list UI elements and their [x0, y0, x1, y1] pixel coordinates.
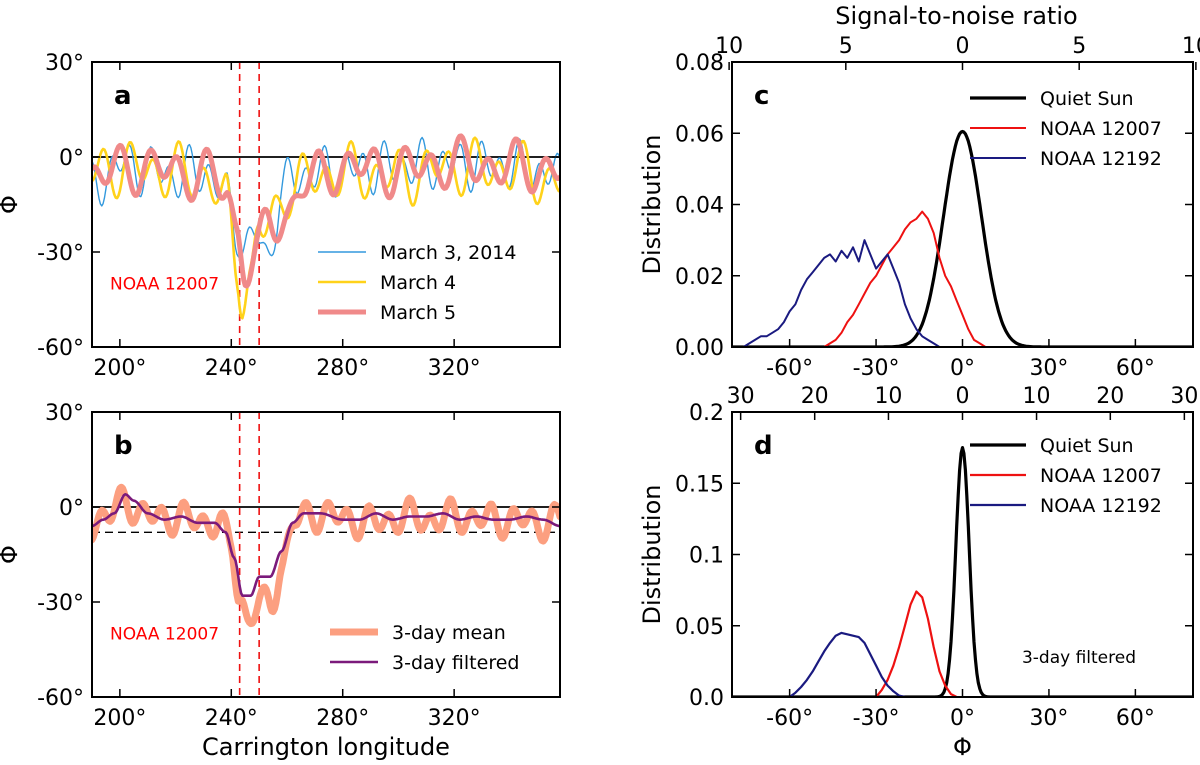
- y-axis-label-b: Φ: [0, 545, 23, 564]
- top-axis-label-c: Signal-to-noise ratio: [835, 2, 1077, 30]
- x-tick-label-c-2: 0°: [950, 356, 975, 381]
- legend-label-b-0: 3-day mean: [392, 622, 506, 644]
- series-line-a-2: [92, 133, 560, 289]
- x-axis-label-b: Carrington longitude: [202, 733, 450, 761]
- series-line-c-1: [823, 210, 987, 347]
- series-line-a-0: [92, 136, 560, 259]
- top-tick-label-c-1: 5: [839, 34, 853, 59]
- legend-label-d-0: Quiet Sun: [1040, 435, 1134, 457]
- y-tick-label-b-3: 30°: [45, 401, 84, 426]
- x-tick-label-d-1: -30°: [853, 706, 900, 731]
- y-tick-label-d-3: 0.15: [675, 472, 724, 497]
- y-tick-label-b-2: 0°: [59, 496, 84, 521]
- series-line-d-0: [732, 446, 1193, 697]
- top-tick-label-d-5: 20: [1096, 384, 1124, 409]
- y-axis-label-c: Distribution: [638, 134, 666, 274]
- panel-label-a: a: [114, 81, 132, 111]
- y-tick-label-c-1: 0.02: [675, 265, 724, 290]
- x-tick-label-b-1: 240°: [205, 706, 258, 731]
- plot-area-d: [732, 446, 1193, 697]
- top-tick-label-c-2: 0: [956, 34, 970, 59]
- region-annotation-a: NOAA 12007: [110, 275, 219, 295]
- top-tick-label-d-4: 10: [1023, 384, 1051, 409]
- x-tick-label-c-3: 30°: [1029, 356, 1068, 381]
- x-tick-label-c-1: -30°: [853, 356, 900, 381]
- series-line-c-0: [732, 129, 1193, 347]
- y-tick-label-c-2: 0.04: [675, 194, 724, 219]
- y-tick-label-b-0: -60°: [37, 686, 84, 711]
- x-tick-label-b-3: 320°: [428, 706, 481, 731]
- legend-label-a-0: March 3, 2014: [380, 242, 516, 264]
- top-tick-label-d-3: 0: [956, 384, 970, 409]
- series-line-d-2: [788, 631, 906, 697]
- y-tick-label-d-4: 0.2: [689, 401, 724, 426]
- y-tick-label-b-1: -30°: [37, 591, 84, 616]
- x-axis-label-d: Φ: [953, 733, 972, 761]
- legend-label-c-0: Quiet Sun: [1040, 88, 1134, 110]
- top-tick-label-d-2: 10: [874, 384, 902, 409]
- x-tick-label-b-2: 280°: [316, 706, 369, 731]
- y-tick-label-c-3: 0.06: [675, 122, 724, 147]
- panel-annotation-d: 3-day filtered: [1022, 648, 1136, 668]
- top-tick-label-c-4: 10: [1182, 34, 1200, 59]
- x-tick-label-a-2: 280°: [316, 356, 369, 381]
- y-tick-label-c-0: 0.00: [675, 336, 724, 361]
- top-tick-label-c-0: 10: [715, 34, 743, 59]
- plot-area-b: [92, 412, 560, 697]
- top-tick-label-d-6: 30: [1170, 384, 1198, 409]
- plot-area-c: [732, 129, 1193, 347]
- plot-frame-b: [91, 411, 561, 698]
- top-tick-label-d-1: 20: [801, 384, 829, 409]
- x-tick-label-d-2: 0°: [950, 706, 975, 731]
- legend-label-d-1: NOAA 12007: [1040, 465, 1162, 487]
- panel-label-d: d: [754, 431, 773, 461]
- y-tick-label-d-1: 0.05: [675, 615, 724, 640]
- x-tick-label-c-4: 60°: [1116, 356, 1155, 381]
- panel-a: -60° -30° 0° 30° 200° 240° 280° 320° Φa NOAA 1200…: [0, 51, 561, 381]
- series-line-b-1: [92, 493, 560, 597]
- y-axis-label-d: Distribution: [638, 484, 666, 624]
- plot-frame-a: [91, 61, 561, 348]
- top-tick-label-c-3: 5: [1072, 34, 1086, 59]
- legend-label-c-2: NOAA 12192: [1040, 148, 1162, 170]
- series-line-d-1: [875, 590, 958, 697]
- x-tick-label-d-3: 30°: [1029, 706, 1068, 731]
- y-tick-label-d-0: 0.0: [689, 686, 724, 711]
- y-axis-label-a: Φ: [0, 195, 23, 214]
- panel-b: -60° -30° 0° 30° 200° 240° 280° 320° Φ Carrington…: [0, 401, 561, 761]
- x-tick-label-c-0: -60°: [766, 356, 813, 381]
- x-tick-label-b-0: 200°: [93, 706, 146, 731]
- y-tick-label-a-0: -60°: [37, 336, 84, 361]
- y-tick-label-a-3: 30°: [45, 51, 84, 76]
- series-line-b-0: [92, 483, 560, 628]
- legend-label-a-2: March 5: [380, 302, 456, 324]
- x-tick-label-a-0: 200°: [93, 356, 146, 381]
- y-tick-label-a-1: -30°: [37, 241, 84, 266]
- legend-label-d-2: NOAA 12192: [1040, 495, 1162, 517]
- y-tick-label-a-2: 0°: [59, 146, 84, 171]
- panel-d: 0.0 0.05 0.1 0.15 0.2 -60° -30° 0° 30° 60° 30 20 10 0…: [638, 384, 1198, 761]
- region-annotation-b: NOAA 12007: [110, 625, 219, 645]
- y-tick-label-d-2: 0.1: [689, 544, 724, 569]
- panel-c: 0.00 0.02 0.04 0.06 0.08 -60° -30° 0° 30° 60° 10 5 0…: [638, 2, 1200, 381]
- x-tick-label-d-4: 60°: [1116, 706, 1155, 731]
- x-tick-label-a-3: 320°: [428, 356, 481, 381]
- y-tick-label-c-4: 0.08: [675, 51, 724, 76]
- legend-label-b-1: 3-day filtered: [392, 652, 519, 674]
- x-tick-label-a-1: 240°: [205, 356, 258, 381]
- legend-label-a-1: March 4: [380, 272, 456, 294]
- panel-label-c: c: [754, 81, 769, 111]
- legend-label-c-1: NOAA 12007: [1040, 118, 1162, 140]
- series-line-c-2: [742, 239, 941, 347]
- panel-label-b: b: [114, 431, 133, 461]
- x-tick-label-d-0: -60°: [766, 706, 813, 731]
- top-tick-label-d-0: 30: [727, 384, 755, 409]
- plot-area-a: [92, 62, 560, 347]
